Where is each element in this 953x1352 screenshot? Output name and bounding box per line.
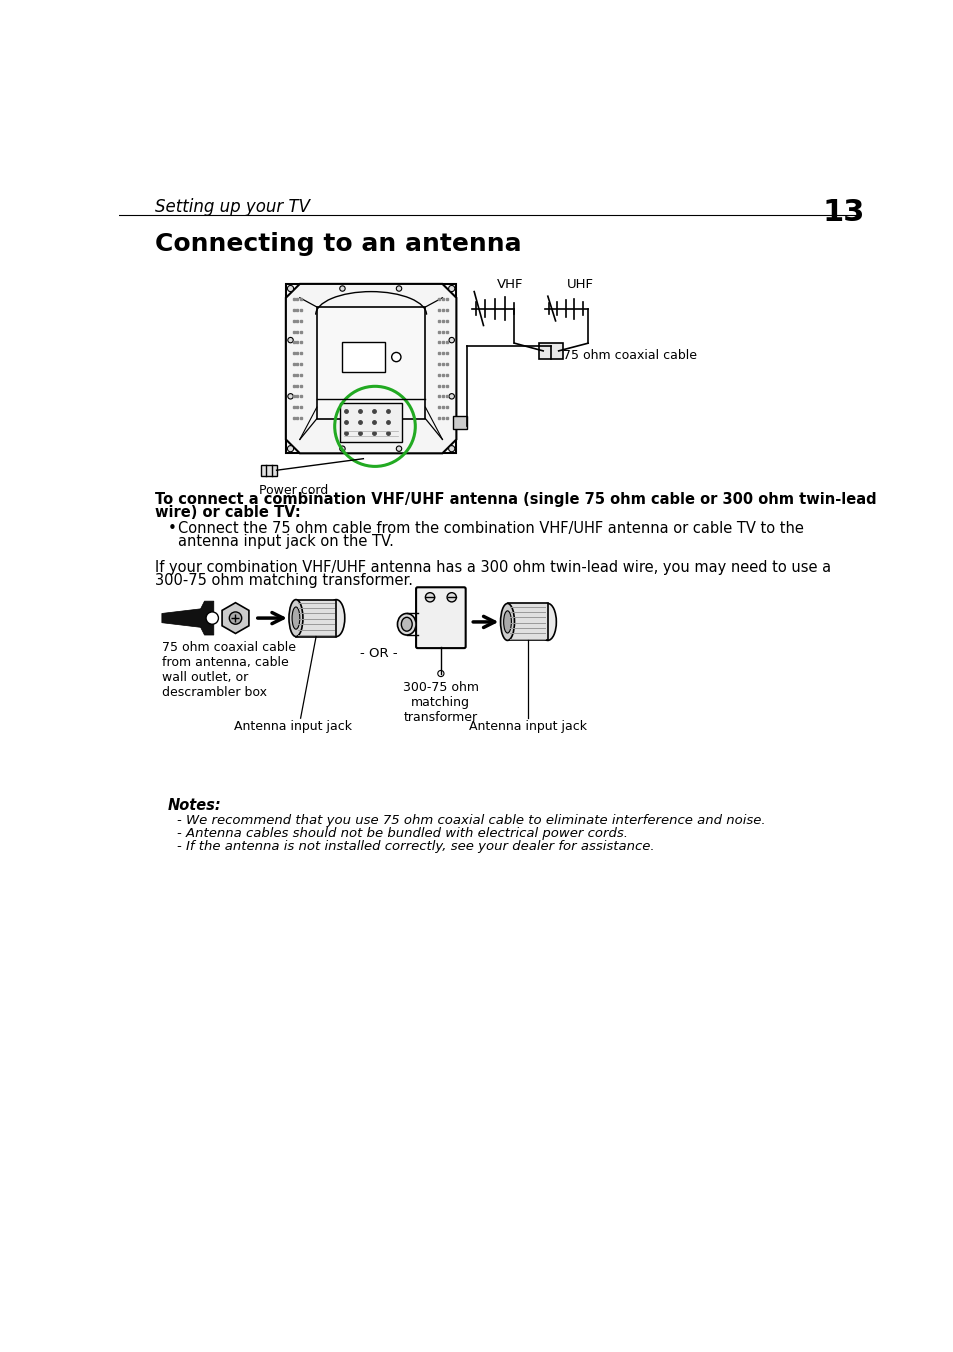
Text: Connecting to an antenna: Connecting to an antenna bbox=[154, 231, 521, 256]
Text: To connect a combination VHF/UHF antenna (single 75 ohm cable or 300 ohm twin-le: To connect a combination VHF/UHF antenna… bbox=[154, 492, 876, 507]
FancyBboxPatch shape bbox=[416, 587, 465, 648]
Text: Antenna input jack: Antenna input jack bbox=[233, 719, 352, 733]
Ellipse shape bbox=[538, 603, 556, 641]
Text: - OR -: - OR - bbox=[359, 646, 397, 660]
Bar bbox=[295, 599, 335, 637]
Text: Notes:: Notes: bbox=[167, 798, 221, 814]
Bar bbox=[507, 603, 547, 641]
Circle shape bbox=[339, 446, 345, 452]
Bar bbox=[538, 343, 562, 358]
Text: Power cord: Power cord bbox=[258, 484, 328, 498]
Circle shape bbox=[395, 285, 401, 291]
Text: 300-75 ohm
matching
transformer: 300-75 ohm matching transformer bbox=[402, 681, 478, 725]
Circle shape bbox=[206, 612, 218, 625]
Circle shape bbox=[447, 592, 456, 602]
Text: antenna input jack on the TV.: antenna input jack on the TV. bbox=[178, 534, 394, 549]
Text: 13: 13 bbox=[822, 197, 864, 227]
Circle shape bbox=[395, 446, 401, 452]
Ellipse shape bbox=[289, 599, 303, 637]
Text: - If the antenna is not installed correctly, see your dealer for assistance.: - If the antenna is not installed correc… bbox=[177, 840, 655, 853]
Bar bbox=[261, 465, 276, 476]
Ellipse shape bbox=[292, 607, 299, 629]
Text: 300-75 ohm matching transformer.: 300-75 ohm matching transformer. bbox=[154, 573, 413, 588]
Text: VHF: VHF bbox=[497, 277, 523, 291]
Polygon shape bbox=[222, 603, 249, 634]
Circle shape bbox=[437, 671, 443, 676]
Text: Antenna input jack: Antenna input jack bbox=[468, 719, 586, 733]
Ellipse shape bbox=[328, 599, 344, 637]
Circle shape bbox=[448, 446, 455, 452]
Text: wire) or cable TV:: wire) or cable TV: bbox=[154, 504, 300, 521]
Ellipse shape bbox=[397, 614, 416, 635]
Circle shape bbox=[288, 338, 293, 343]
Ellipse shape bbox=[503, 611, 511, 633]
Circle shape bbox=[287, 446, 294, 452]
Circle shape bbox=[449, 393, 454, 399]
Text: - We recommend that you use 75 ohm coaxial cable to eliminate interference and n: - We recommend that you use 75 ohm coaxi… bbox=[177, 814, 765, 826]
Bar bbox=[453, 416, 467, 429]
Circle shape bbox=[287, 285, 294, 292]
Text: Connect the 75 ohm cable from the combination VHF/UHF antenna or cable TV to the: Connect the 75 ohm cable from the combin… bbox=[178, 521, 803, 535]
Text: 75 ohm coaxial cable: 75 ohm coaxial cable bbox=[562, 349, 696, 362]
Bar bbox=[286, 284, 456, 453]
Circle shape bbox=[229, 612, 241, 625]
Text: - Antenna cables should not be bundled with electrical power cords.: - Antenna cables should not be bundled w… bbox=[177, 827, 628, 840]
Circle shape bbox=[288, 393, 293, 399]
Text: If your combination VHF/UHF antenna has a 300 ohm twin-lead wire, you may need t: If your combination VHF/UHF antenna has … bbox=[154, 560, 830, 575]
Text: 75 ohm coaxial cable
from antenna, cable
wall outlet, or
descrambler box: 75 ohm coaxial cable from antenna, cable… bbox=[162, 641, 295, 699]
Text: UHF: UHF bbox=[566, 277, 594, 291]
Text: •: • bbox=[167, 521, 176, 535]
Bar bbox=[316, 307, 425, 419]
Circle shape bbox=[448, 285, 455, 292]
Bar bbox=[342, 342, 384, 372]
Text: Setting up your TV: Setting up your TV bbox=[154, 197, 310, 216]
Circle shape bbox=[449, 338, 454, 343]
Polygon shape bbox=[162, 602, 213, 635]
Ellipse shape bbox=[401, 618, 412, 631]
Circle shape bbox=[339, 285, 345, 291]
Polygon shape bbox=[286, 284, 456, 453]
Bar bbox=[340, 403, 402, 442]
Circle shape bbox=[392, 353, 400, 362]
Ellipse shape bbox=[500, 603, 514, 641]
Circle shape bbox=[425, 592, 435, 602]
